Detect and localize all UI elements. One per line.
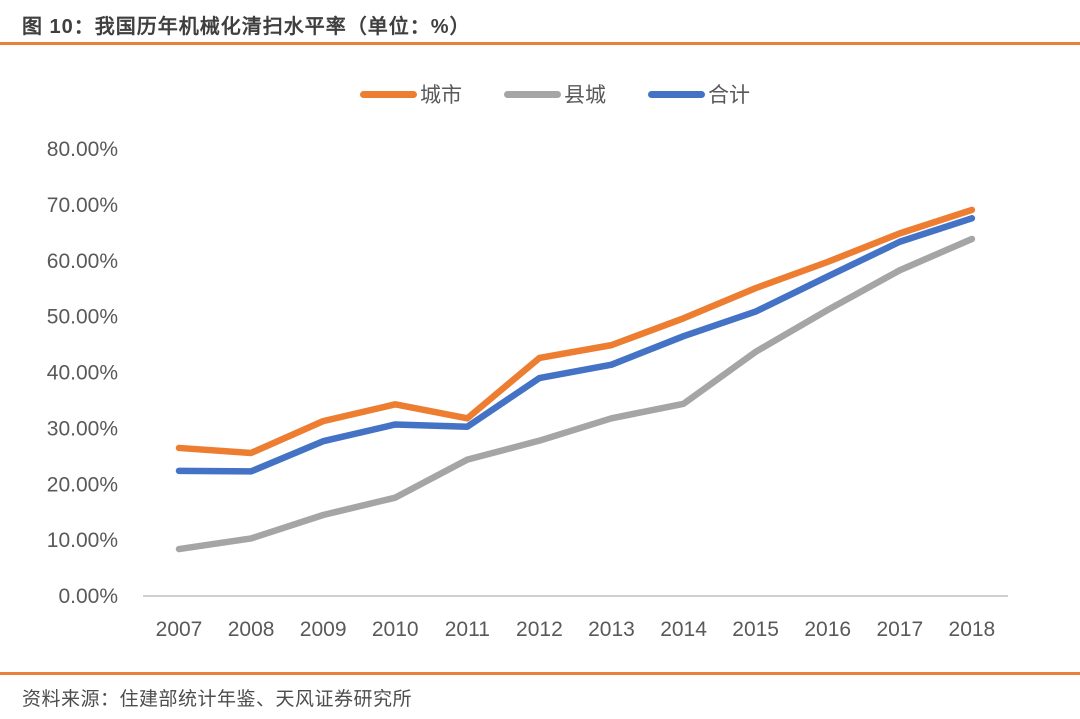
legend-label-county: 县城	[564, 84, 606, 107]
chart-legend: 城市 县城 合计	[15, 79, 1080, 109]
legend-item-city: 城市	[360, 79, 462, 109]
svg-text:2013: 2013	[588, 618, 635, 641]
legend-item-total: 合计	[648, 79, 750, 109]
svg-text:60.00%: 60.00%	[47, 250, 118, 273]
svg-text:2014: 2014	[660, 618, 707, 641]
source-note: 资料来源：住建部统计年鉴、天风证券研究所	[22, 689, 413, 710]
svg-text:2008: 2008	[228, 618, 275, 641]
legend-line-swatch-total	[648, 90, 705, 98]
svg-text:80.00%: 80.00%	[47, 138, 118, 161]
legend-label-city: 城市	[420, 84, 462, 107]
legend-line-swatch-county	[504, 90, 561, 98]
svg-text:2011: 2011	[445, 618, 490, 641]
svg-text:2010: 2010	[372, 618, 419, 641]
svg-text:2007: 2007	[156, 618, 203, 641]
svg-text:30.00%: 30.00%	[47, 417, 118, 440]
svg-text:2012: 2012	[516, 618, 563, 641]
title-divider	[0, 42, 1080, 45]
svg-text:2017: 2017	[876, 618, 923, 641]
svg-text:70.00%: 70.00%	[47, 194, 118, 217]
line-chart: 0.00% 10.00% 20.00% 30.00% 40.00% 50.00% 60.00…	[47, 138, 1008, 641]
svg-text:2018: 2018	[949, 618, 996, 641]
svg-text:10.00%: 10.00%	[47, 529, 118, 552]
legend-item-county: 县城	[504, 79, 606, 109]
svg-text:2009: 2009	[300, 618, 347, 641]
svg-text:2016: 2016	[804, 618, 851, 641]
legend-label-total: 合计	[708, 84, 750, 107]
svg-text:2015: 2015	[732, 618, 779, 641]
legend-line-swatch-city	[360, 90, 417, 98]
svg-text:50.00%: 50.00%	[47, 306, 118, 329]
svg-text:20.00%: 20.00%	[47, 473, 118, 496]
figure-title: 图 10：我国历年机械化清扫水平率（单位：%）	[22, 16, 471, 38]
footer-divider	[0, 672, 1080, 675]
svg-text:40.00%: 40.00%	[47, 362, 118, 385]
svg-text:0.00%: 0.00%	[58, 585, 118, 608]
